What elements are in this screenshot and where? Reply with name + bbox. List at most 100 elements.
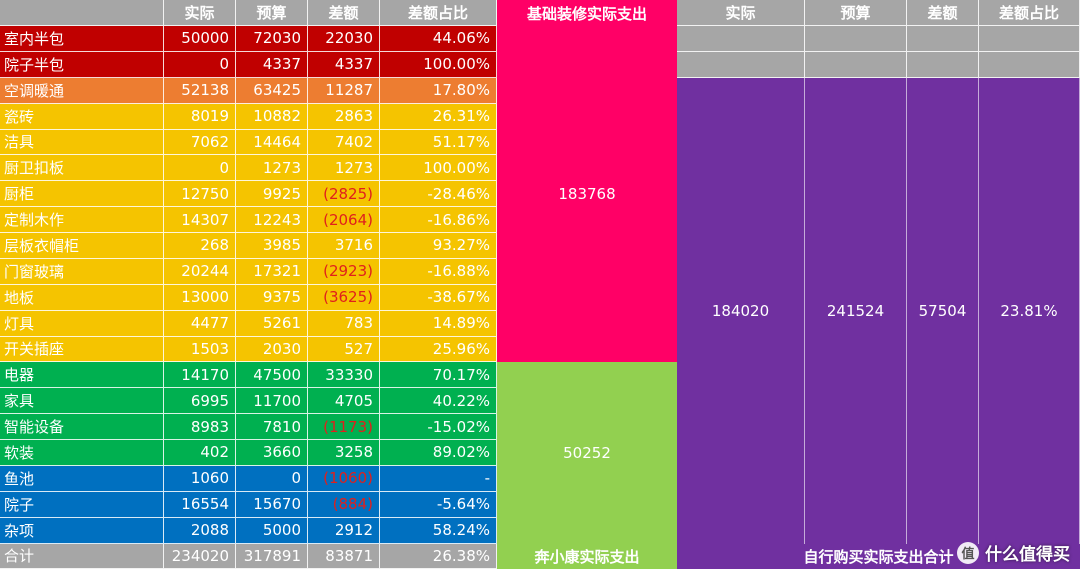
row-diff-pct: -38.67% [380, 284, 497, 311]
row-category: 地板 [0, 284, 164, 311]
watermark: 值 什么值得买 [957, 540, 1070, 565]
row-diff-pct: 26.31% [380, 103, 497, 130]
right-blank-cell [907, 26, 979, 52]
row-diff: 11287 [308, 77, 380, 104]
row-actual: 14170 [164, 362, 236, 389]
row-diff: 4705 [308, 388, 380, 415]
total-diff-pct: 26.38% [380, 543, 497, 569]
row-diff: 783 [308, 310, 380, 337]
row-budget: 9375 [236, 284, 308, 311]
row-budget: 11700 [236, 388, 308, 415]
row-diff-pct: 25.96% [380, 336, 497, 363]
self-purchase-budget: 241524 [805, 77, 907, 544]
row-diff: 2863 [308, 103, 380, 130]
row-actual: 8019 [164, 103, 236, 130]
row-diff: 22030 [308, 26, 380, 52]
row-actual: 1503 [164, 336, 236, 363]
basic-renovation-total: 183768 [497, 26, 677, 363]
right-blank-cell [979, 51, 1080, 78]
total-budget: 317891 [236, 543, 308, 569]
row-category: 院子半包 [0, 51, 164, 78]
watermark-logo-icon: 值 [957, 541, 979, 564]
row-diff-pct: 89.02% [380, 440, 497, 466]
column-header: 预算 [236, 0, 308, 26]
right-column-header: 实际 [677, 0, 805, 26]
row-budget: 14464 [236, 129, 308, 156]
row-actual: 268 [164, 233, 236, 259]
row-budget: 0 [236, 465, 308, 492]
row-category: 室内半包 [0, 26, 164, 52]
row-category: 杂项 [0, 517, 164, 544]
row-diff-pct: -5.64% [380, 491, 497, 518]
row-diff-pct: 100.00% [380, 51, 497, 78]
row-category: 智能设备 [0, 414, 164, 440]
row-category: 电器 [0, 362, 164, 389]
row-budget: 15670 [236, 491, 308, 518]
row-category: 开关插座 [0, 336, 164, 363]
row-category: 厨柜 [0, 181, 164, 208]
right-column-header: 差额占比 [979, 0, 1080, 26]
row-budget: 47500 [236, 362, 308, 389]
row-diff: 2912 [308, 517, 380, 544]
row-budget: 12243 [236, 207, 308, 233]
row-category: 软装 [0, 440, 164, 466]
row-diff-pct: -16.86% [380, 207, 497, 233]
row-actual: 0 [164, 51, 236, 78]
watermark-text: 什么值得买 [985, 545, 1070, 565]
row-budget: 4337 [236, 51, 308, 78]
row-category: 院子 [0, 491, 164, 518]
right-blank-cell [907, 51, 979, 78]
row-budget: 5000 [236, 517, 308, 544]
row-diff: (3625) [308, 284, 380, 311]
row-diff-pct: 17.80% [380, 77, 497, 104]
row-actual: 12750 [164, 181, 236, 208]
row-diff-pct: 44.06% [380, 26, 497, 52]
right-blank-cell [979, 26, 1080, 52]
row-diff-pct: 58.24% [380, 517, 497, 544]
row-category: 层板衣帽柜 [0, 233, 164, 259]
right-column-header: 差额 [907, 0, 979, 26]
right-footer: 自行购买实际支出合计 [677, 543, 1080, 569]
row-actual: 16554 [164, 491, 236, 518]
row-diff: 3258 [308, 440, 380, 466]
row-category: 定制木作 [0, 207, 164, 233]
row-diff: (1060) [308, 465, 380, 492]
row-actual: 7062 [164, 129, 236, 156]
row-diff-pct: -16.88% [380, 258, 497, 285]
total-diff: 83871 [308, 543, 380, 569]
xiaokang-total: 50252 [497, 362, 677, 544]
row-budget: 5261 [236, 310, 308, 337]
row-actual: 0 [164, 155, 236, 182]
row-budget: 9925 [236, 181, 308, 208]
total-label: 合计 [0, 543, 164, 569]
row-diff-pct: 70.17% [380, 362, 497, 389]
row-diff-pct: 40.22% [380, 388, 497, 415]
middle-footer: 奔小康实际支出 [497, 543, 677, 569]
row-diff-pct: - [380, 465, 497, 492]
row-category: 鱼池 [0, 465, 164, 492]
right-column-header: 预算 [805, 0, 907, 26]
row-diff-pct: 100.00% [380, 155, 497, 182]
row-budget: 3985 [236, 233, 308, 259]
row-budget: 10882 [236, 103, 308, 130]
right-blank-cell [805, 26, 907, 52]
row-actual: 402 [164, 440, 236, 466]
row-actual: 14307 [164, 207, 236, 233]
row-budget: 2030 [236, 336, 308, 363]
row-diff: 3716 [308, 233, 380, 259]
row-actual: 52138 [164, 77, 236, 104]
row-diff-pct: 93.27% [380, 233, 497, 259]
row-category: 灯具 [0, 310, 164, 337]
row-diff: 1273 [308, 155, 380, 182]
self-purchase-diff: 57504 [907, 77, 979, 544]
row-actual: 20244 [164, 258, 236, 285]
row-category: 瓷砖 [0, 103, 164, 130]
row-diff-pct: 14.89% [380, 310, 497, 337]
row-budget: 1273 [236, 155, 308, 182]
row-category: 家具 [0, 388, 164, 415]
self-purchase-diff-pct: 23.81% [979, 77, 1080, 544]
row-diff-pct: -15.02% [380, 414, 497, 440]
middle-header: 基础装修实际支出 [497, 0, 677, 26]
row-diff: (2064) [308, 207, 380, 233]
right-blank-cell [677, 26, 805, 52]
